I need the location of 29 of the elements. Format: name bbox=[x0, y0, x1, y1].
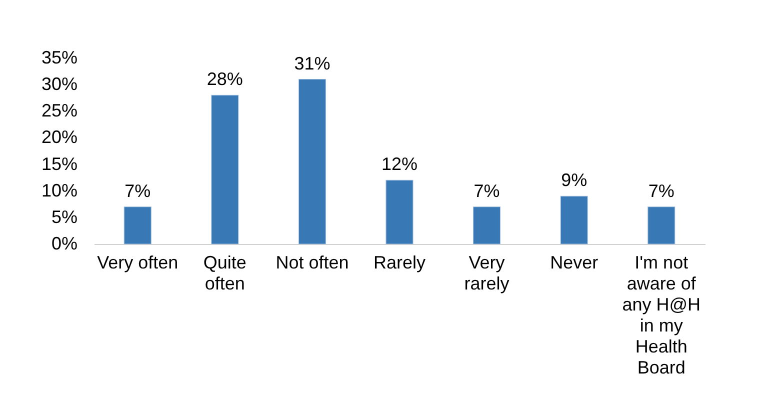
data-label: 31% bbox=[294, 53, 330, 74]
y-tick-label: 35% bbox=[41, 48, 78, 68]
y-tick-label: 0% bbox=[51, 234, 78, 254]
x-tick-label: Very rarely bbox=[464, 252, 510, 294]
y-tick-label: 15% bbox=[41, 154, 78, 174]
data-label: 9% bbox=[561, 170, 588, 190]
x-tick-label: Not often bbox=[276, 252, 349, 272]
bar bbox=[560, 196, 588, 244]
x-tick-label: Very often bbox=[97, 252, 178, 272]
bar bbox=[211, 94, 239, 244]
data-label: 12% bbox=[381, 154, 418, 174]
data-label: 7% bbox=[474, 180, 500, 201]
bar bbox=[472, 206, 501, 244]
y-tick-label: 10% bbox=[41, 180, 78, 200]
x-tick-label: Never bbox=[550, 252, 598, 272]
x-tick-label: Rarely bbox=[373, 252, 426, 272]
bar bbox=[648, 206, 676, 244]
y-tick-label: 20% bbox=[41, 127, 78, 148]
data-label: 7% bbox=[124, 180, 151, 201]
data-label: 7% bbox=[648, 180, 674, 201]
y-tick-label: 30% bbox=[41, 74, 78, 94]
bar bbox=[124, 206, 152, 244]
data-label: 28% bbox=[206, 69, 243, 90]
x-tick-label: I'm not aware of any H@H in my Health Board bbox=[622, 252, 701, 378]
x-tick-label: Quite often bbox=[203, 252, 246, 294]
y-tick-label: 25% bbox=[41, 100, 78, 121]
bar bbox=[386, 180, 414, 244]
y-tick-label: 5% bbox=[51, 206, 78, 227]
bar bbox=[298, 78, 326, 244]
